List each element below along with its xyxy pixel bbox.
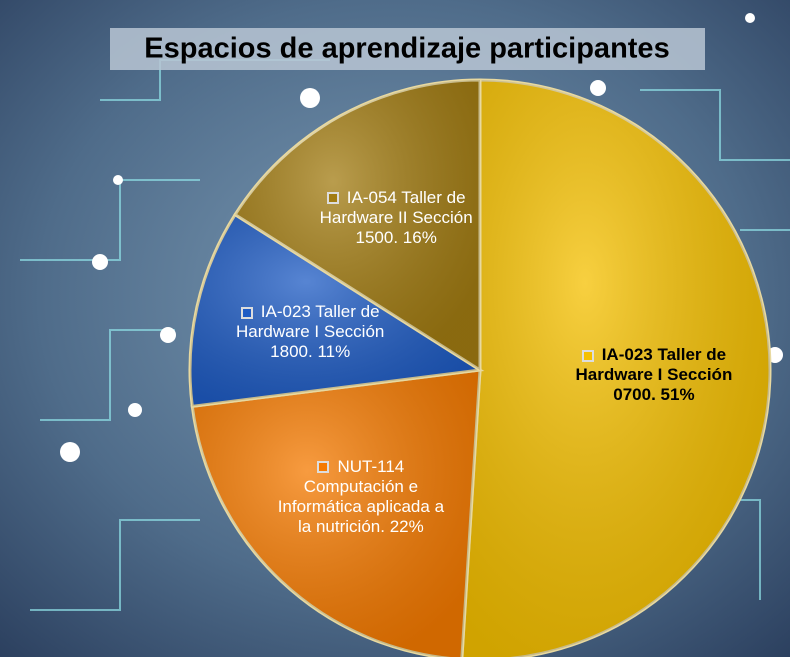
category-label: IA-023 Taller de Hardware I Sección 1800…: [236, 302, 384, 361]
value-label: 22%: [390, 517, 424, 536]
value-label: 51%: [661, 385, 695, 404]
legend-marker: [582, 350, 594, 362]
legend-marker: [327, 192, 339, 204]
slice-label-box: NUT-114 Computación e Informática aplica…: [271, 437, 451, 557]
value-label: 16%: [403, 228, 437, 247]
legend-marker: [317, 461, 329, 473]
slice-label: NUT-114 Computación e Informática aplica…: [271, 437, 451, 557]
slice-label-text: IA-054 Taller de Hardware II Sección 150…: [306, 188, 486, 248]
category-label: IA-023 Taller de Hardware I Sección 0700…: [575, 345, 732, 404]
slice-label-box: IA-023 Taller de Hardware I Sección 0700…: [564, 315, 744, 435]
slice-label-box: IA-054 Taller de Hardware II Sección 150…: [306, 158, 486, 278]
pie: IA-023 Taller de Hardware I Sección 0700…: [190, 80, 770, 657]
slice-label-text: IA-023 Taller de Hardware I Sección 0700…: [564, 345, 744, 405]
value-label: 11%: [317, 342, 350, 361]
chart: IA-023 Taller de Hardware I Sección 0700…: [0, 0, 790, 657]
slice-label: IA-023 Taller de Hardware I Sección 0700…: [564, 315, 744, 435]
slice-label: IA-054 Taller de Hardware II Sección 150…: [306, 158, 486, 278]
legend-marker: [241, 307, 253, 319]
chart-title: Espacios de aprendizaje participantes: [144, 33, 669, 65]
category-label: IA-054 Taller de Hardware II Sección 150…: [320, 188, 473, 247]
slice-label-text: NUT-114 Computación e Informática aplica…: [271, 457, 451, 537]
slice-label-text: IA-023 Taller de Hardware I Sección 1800…: [220, 302, 400, 362]
